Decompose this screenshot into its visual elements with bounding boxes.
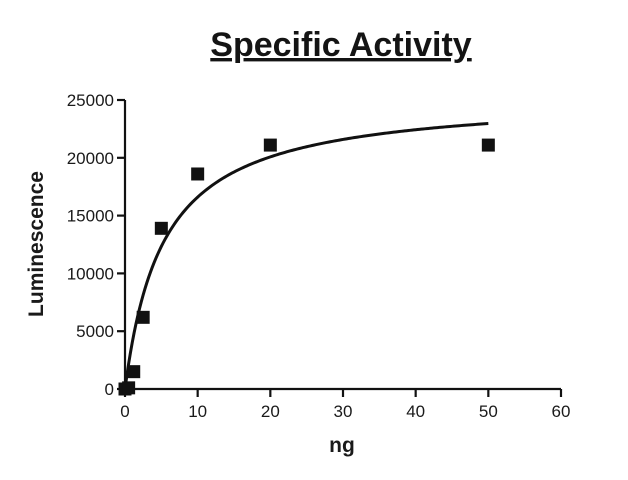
y-tick-label: 5000 <box>76 322 114 341</box>
x-tick-label: 50 <box>479 402 498 421</box>
x-tick-label: 10 <box>188 402 207 421</box>
y-tick-label: 15000 <box>67 207 114 226</box>
chart-title: Specific Activity <box>210 26 471 64</box>
y-tick-label: 20000 <box>67 149 114 168</box>
y-tick-label: 25000 <box>67 91 114 110</box>
plot-area: 0 10 20 30 40 50 60 0 5000 10000 15000 20000 25000 <box>67 91 571 421</box>
axis-labels: ng Luminescence <box>25 171 355 457</box>
x-tick-label: 0 <box>120 402 129 421</box>
x-tick-label: 20 <box>261 402 280 421</box>
data-point <box>122 381 136 395</box>
x-axis-label: ng <box>329 434 355 457</box>
y-axis-label: Luminescence <box>25 171 48 317</box>
y-tick-label: 0 <box>105 380 114 399</box>
x-tick-label: 40 <box>406 402 425 421</box>
data-point <box>154 221 168 235</box>
x-tick-label: 60 <box>552 402 571 421</box>
chart-title-group: Specific Activity <box>210 26 471 64</box>
x-tick-label: 30 <box>334 402 353 421</box>
data-point <box>136 310 150 324</box>
fit-curve <box>123 122 489 390</box>
data-point <box>263 138 277 152</box>
y-tick-label: 10000 <box>67 264 114 283</box>
data-point <box>481 138 495 152</box>
data-point <box>191 167 205 181</box>
data-point <box>127 365 141 379</box>
